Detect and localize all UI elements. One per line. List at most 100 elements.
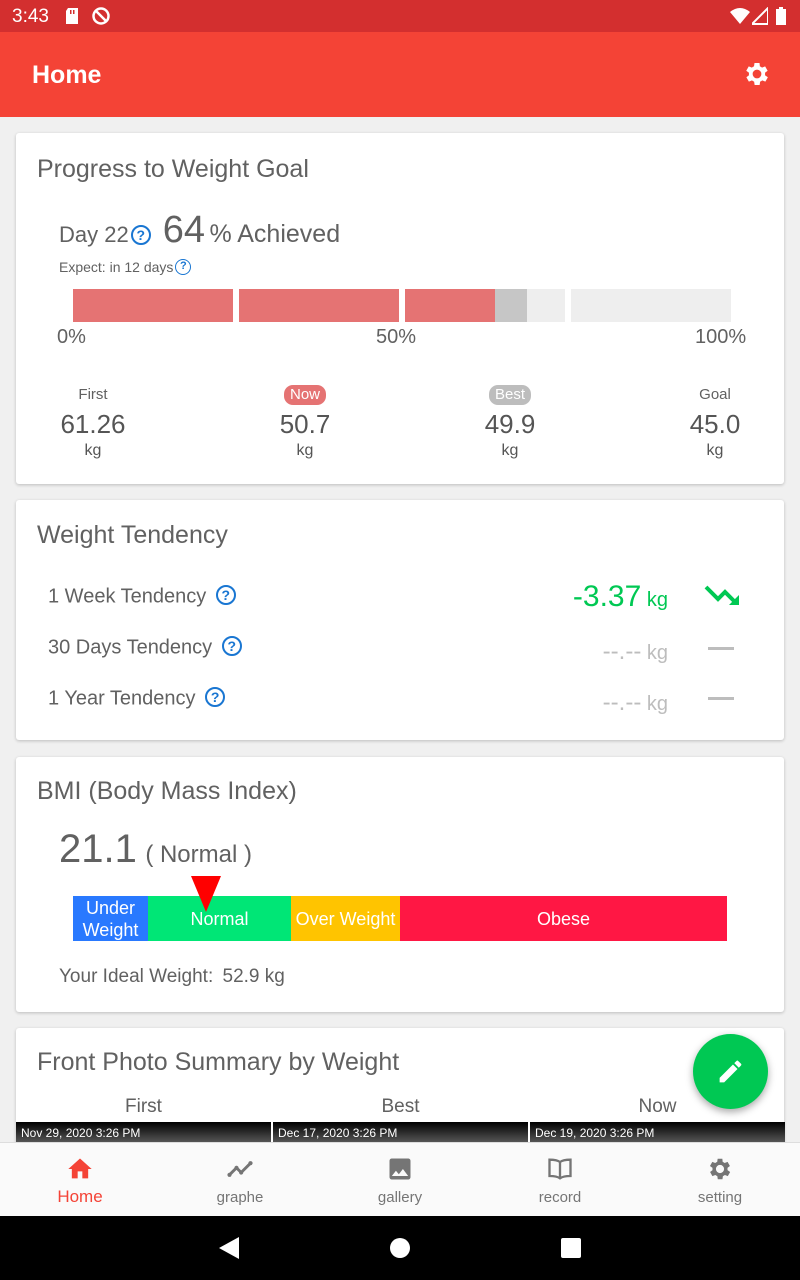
trending-down-icon	[704, 585, 739, 605]
stat-value: 61.26	[60, 409, 126, 439]
nav-label: graphe	[216, 1189, 264, 1206]
tick-50: 50%	[376, 326, 417, 348]
month-tendency-value: --.-- kg	[603, 638, 668, 666]
photo-label: Best	[381, 1096, 420, 1117]
stat-unit: kg	[296, 442, 314, 459]
tick-0: 0%	[57, 326, 86, 348]
page-title: Home	[32, 61, 102, 89]
bmi-card: BMI (Body Mass Index) 21.1 ( Normal ) Un…	[16, 757, 784, 1012]
year-tendency-value: --.-- kg	[603, 689, 668, 717]
stat-unit: kg	[706, 442, 724, 459]
tendency-card: Weight Tendency 1 Week Tendency ? -3.37 …	[16, 500, 784, 740]
help-icon[interactable]: ?	[215, 585, 236, 605]
bmi-marker-icon	[191, 876, 221, 912]
book-icon	[548, 1158, 572, 1180]
photo-first[interactable]: First Nov 29, 2020 3:26 PM	[16, 1094, 271, 1142]
home-circle-icon[interactable]	[389, 1237, 411, 1259]
add-record-fab[interactable]	[693, 1034, 768, 1109]
ideal-weight-row: Your Ideal Weight: 52.9 kg	[59, 966, 285, 988]
gear-icon[interactable]	[742, 59, 772, 89]
help-icon[interactable]: ?	[130, 224, 151, 245]
tendency-value: -3.37	[572, 580, 642, 613]
stat-unit: kg	[84, 442, 102, 459]
tendency-row-label: 1 Year Tendency	[48, 687, 196, 710]
tendency-row-label: 1 Week Tendency	[48, 585, 207, 608]
nav-record[interactable]: record	[480, 1143, 640, 1217]
dash-icon	[708, 647, 734, 650]
status-time: 3:43	[12, 6, 49, 27]
percent-value: 64	[162, 209, 205, 251]
nav-gallery[interactable]: gallery	[320, 1143, 480, 1217]
wifi-icon	[730, 8, 750, 24]
back-icon[interactable]	[219, 1237, 239, 1259]
ideal-label: Your Ideal Weight:	[59, 966, 214, 987]
tendency-title: Weight Tendency	[37, 521, 228, 549]
image-icon	[389, 1158, 411, 1180]
photo-label: First	[125, 1096, 162, 1117]
stat-value: 50.7	[279, 409, 331, 439]
progress-segment-fill	[73, 289, 233, 322]
recents-icon[interactable]	[561, 1238, 581, 1258]
bmi-underweight: Under Weight	[73, 896, 148, 941]
expect-label: Expect: in 12 days	[59, 259, 174, 276]
progress-segment	[571, 289, 731, 322]
bmi-value: 21.1	[59, 827, 137, 871]
photo-date: Nov 29, 2020 3:26 PM	[16, 1122, 271, 1142]
do-not-disturb-icon	[92, 7, 110, 25]
nav-home[interactable]: Home	[0, 1143, 160, 1217]
tendency-unit: kg	[646, 589, 668, 611]
nav-label: gallery	[377, 1189, 423, 1206]
percent-label: % Achieved	[209, 220, 341, 248]
photo-date: Dec 19, 2020 3:26 PM	[530, 1122, 785, 1142]
help-icon[interactable]: ?	[221, 636, 242, 656]
edit-pencil-icon	[719, 1060, 742, 1083]
week-tendency-label: 1 Week Tendency ?	[48, 585, 236, 609]
stat-label: First	[78, 386, 108, 403]
bmi-overweight: Over Weight	[291, 896, 400, 941]
photo-now[interactable]: Now Dec 19, 2020 3:26 PM	[530, 1094, 785, 1142]
stat-first: First 61.26 kg	[23, 385, 163, 460]
home-icon	[68, 1158, 92, 1179]
status-bar: 3:43	[0, 0, 800, 32]
best-marker-fill	[495, 289, 527, 322]
bmi-obese: Obese	[400, 896, 727, 941]
system-nav-bar	[0, 1216, 800, 1280]
bmi-normal: Normal	[148, 896, 291, 941]
nav-label: Home	[57, 1187, 103, 1206]
bmi-value-row: 21.1 ( Normal )	[59, 827, 252, 872]
stat-value: 49.9	[484, 409, 536, 439]
stat-best: Best 49.9 kg	[440, 385, 580, 460]
app-bar: Home	[0, 32, 800, 117]
month-tendency-label: 30 Days Tendency ?	[48, 636, 242, 660]
nav-label: record	[538, 1189, 582, 1206]
nav-graphe[interactable]: graphe	[160, 1143, 320, 1217]
stat-now: Now 50.7 kg	[235, 385, 375, 460]
photo-label: Now	[638, 1096, 677, 1117]
stat-value: 45.0	[689, 409, 741, 439]
photo-date: Dec 17, 2020 3:26 PM	[273, 1122, 528, 1142]
expect-row: Expect: in 12 days?	[59, 259, 192, 278]
best-badge: Best	[488, 385, 531, 405]
progress-segment-fill	[239, 289, 399, 322]
tendency-row-label: 30 Days Tendency	[48, 636, 213, 659]
bmi-title: BMI (Body Mass Index)	[37, 777, 297, 805]
gear-icon	[709, 1158, 731, 1180]
achieved-row: Day 22? 64 % Achieved	[59, 209, 340, 252]
nav-setting[interactable]: setting	[640, 1143, 800, 1217]
line-chart-icon	[227, 1161, 253, 1177]
sd-card-icon	[66, 8, 78, 24]
photo-title: Front Photo Summary by Weight	[37, 1048, 400, 1076]
year-tendency-label: 1 Year Tendency ?	[48, 687, 226, 711]
help-icon[interactable]: ?	[205, 687, 226, 707]
stat-goal: Goal 45.0 kg	[645, 385, 785, 460]
tendency-unit: kg	[646, 693, 668, 715]
now-badge: Now	[283, 385, 326, 405]
battery-icon	[776, 7, 786, 25]
photo-best[interactable]: Best Dec 17, 2020 3:26 PM	[273, 1094, 528, 1142]
help-icon[interactable]: ?	[175, 259, 192, 275]
progress-title: Progress to Weight Goal	[37, 155, 309, 183]
dash-icon	[708, 697, 734, 700]
week-tendency-value: -3.37 kg	[573, 580, 668, 614]
bmi-scale: Under Weight Normal Over Weight Obese	[73, 896, 727, 941]
stat-unit: kg	[501, 442, 519, 459]
